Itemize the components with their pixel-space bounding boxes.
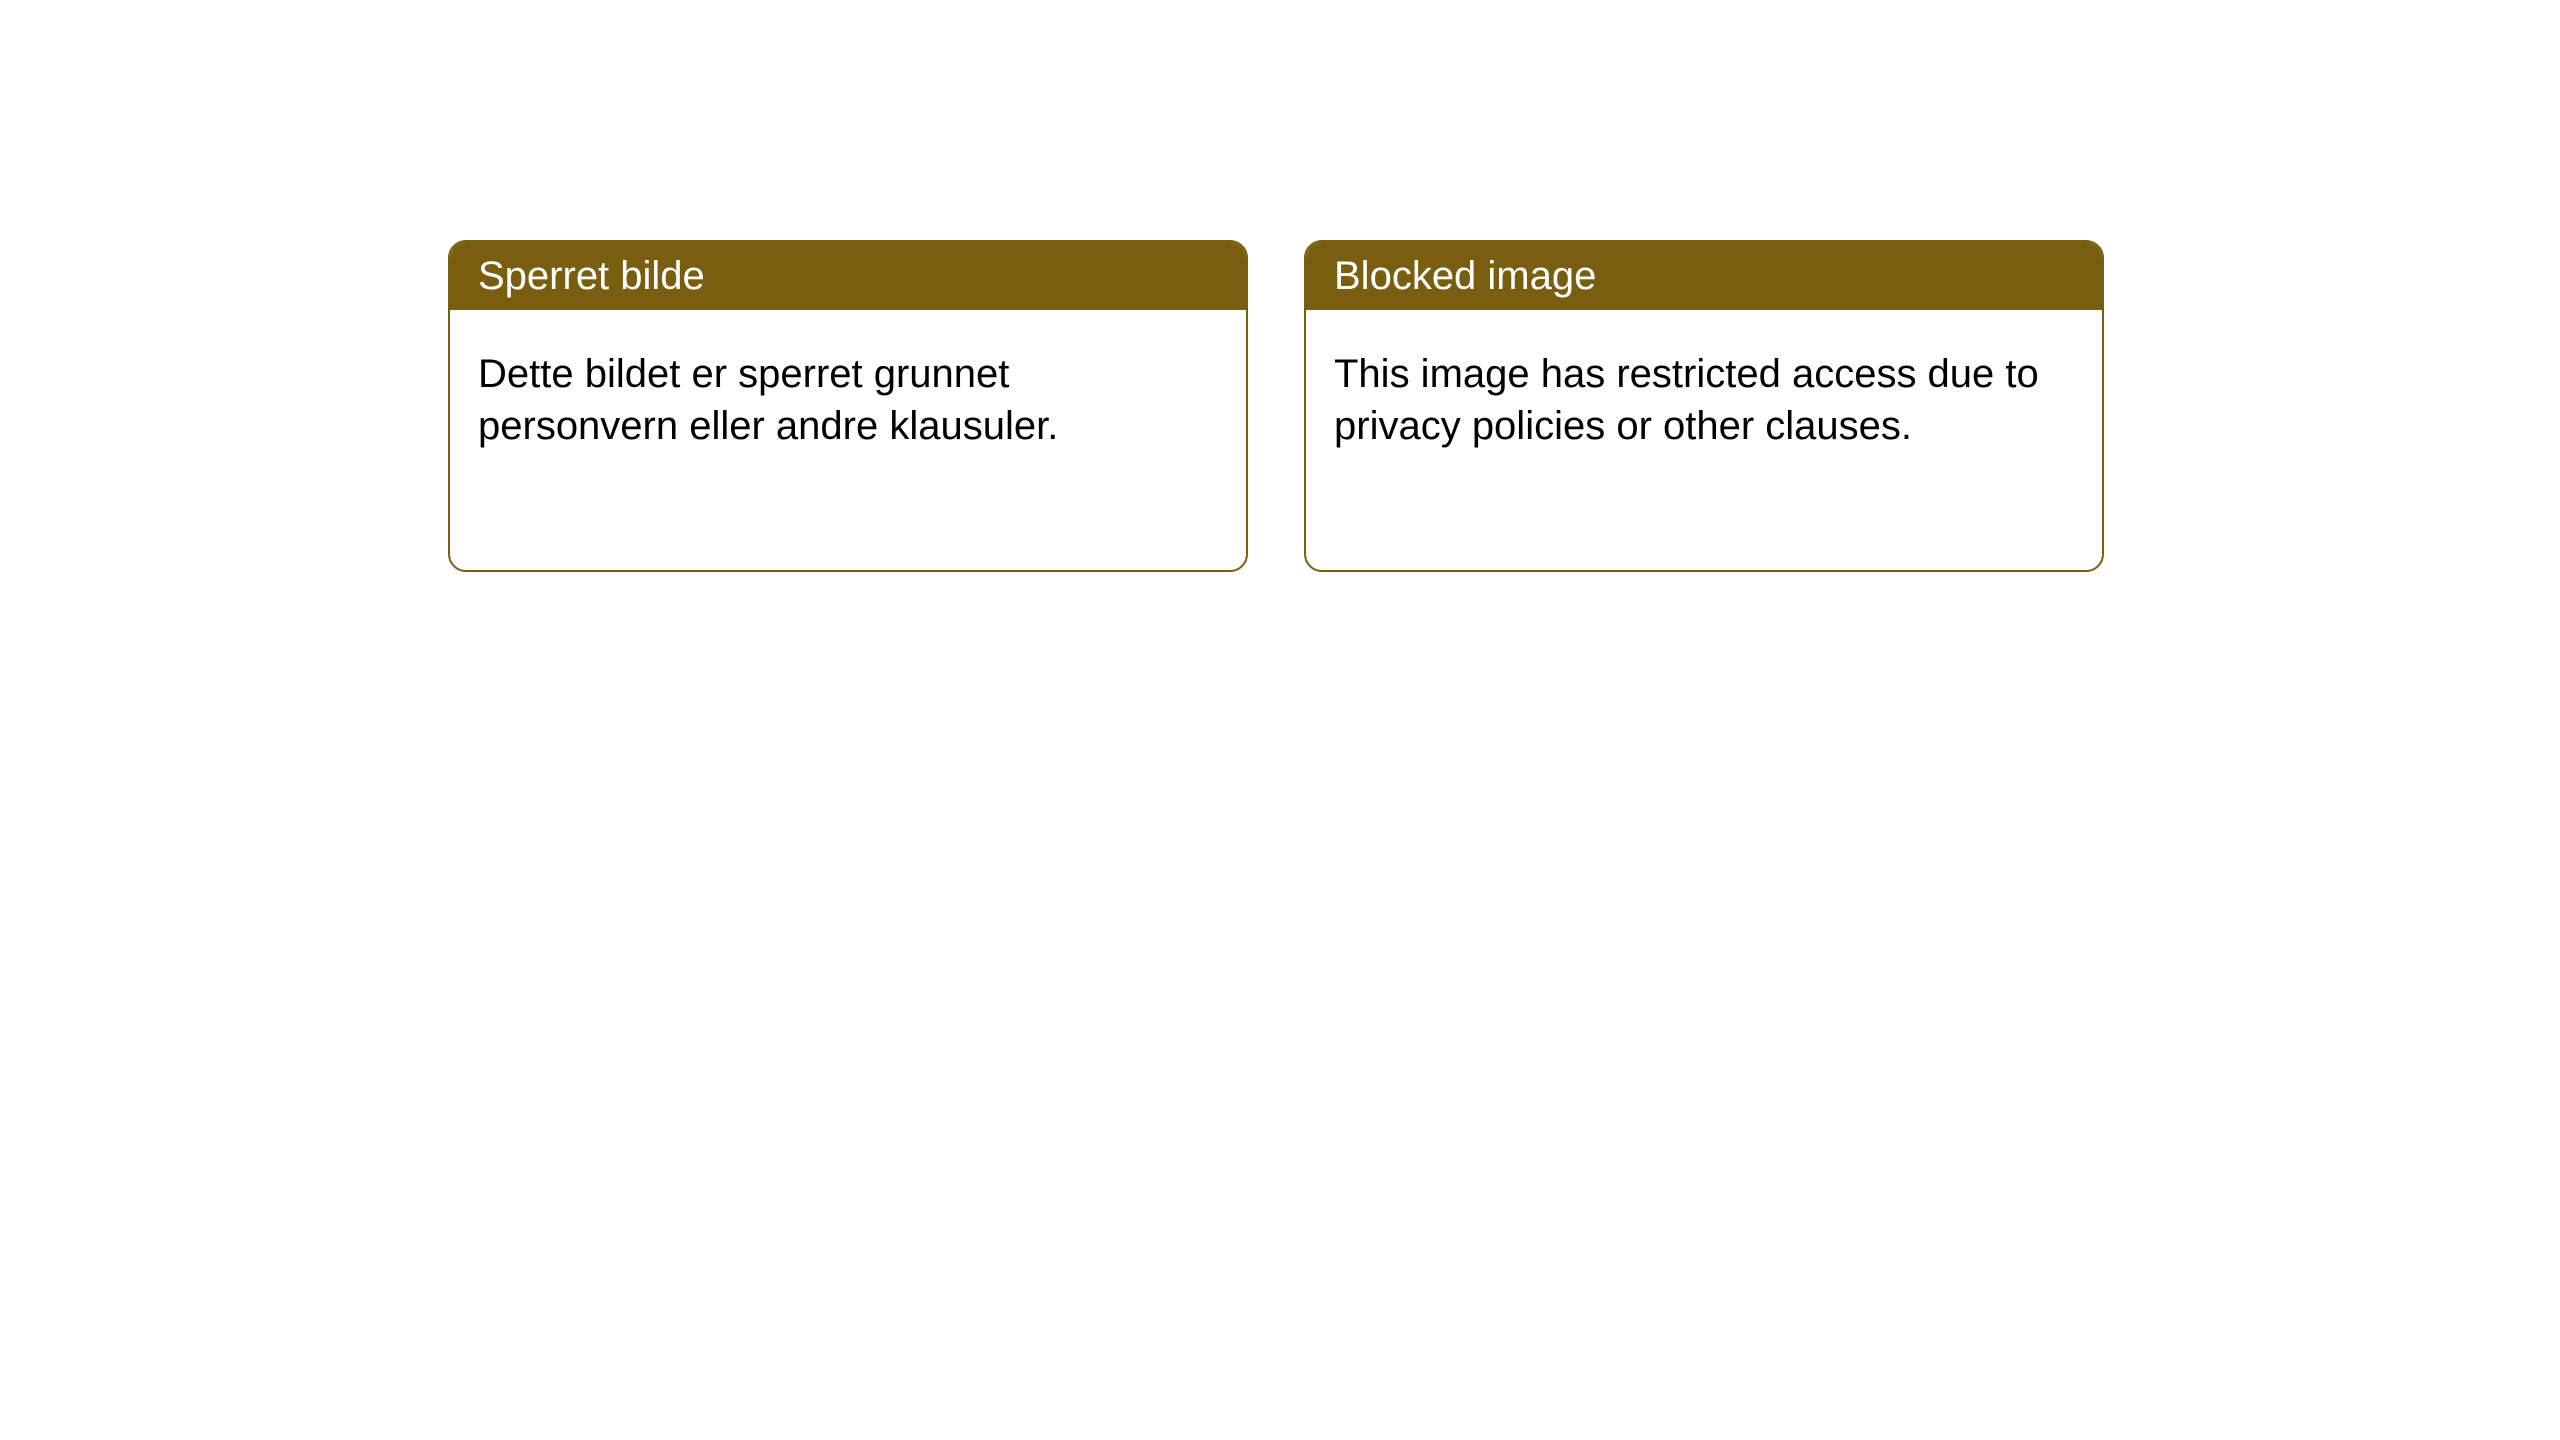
card-title: Sperret bilde [450,242,1246,310]
card-title: Blocked image [1306,242,2102,310]
blocked-image-cards: Sperret bilde Dette bildet er sperret gr… [448,240,2560,572]
card-body: Dette bildet er sperret grunnet personve… [450,310,1246,570]
blocked-image-card-en: Blocked image This image has restricted … [1304,240,2104,572]
blocked-image-card-no: Sperret bilde Dette bildet er sperret gr… [448,240,1248,572]
card-body: This image has restricted access due to … [1306,310,2102,570]
